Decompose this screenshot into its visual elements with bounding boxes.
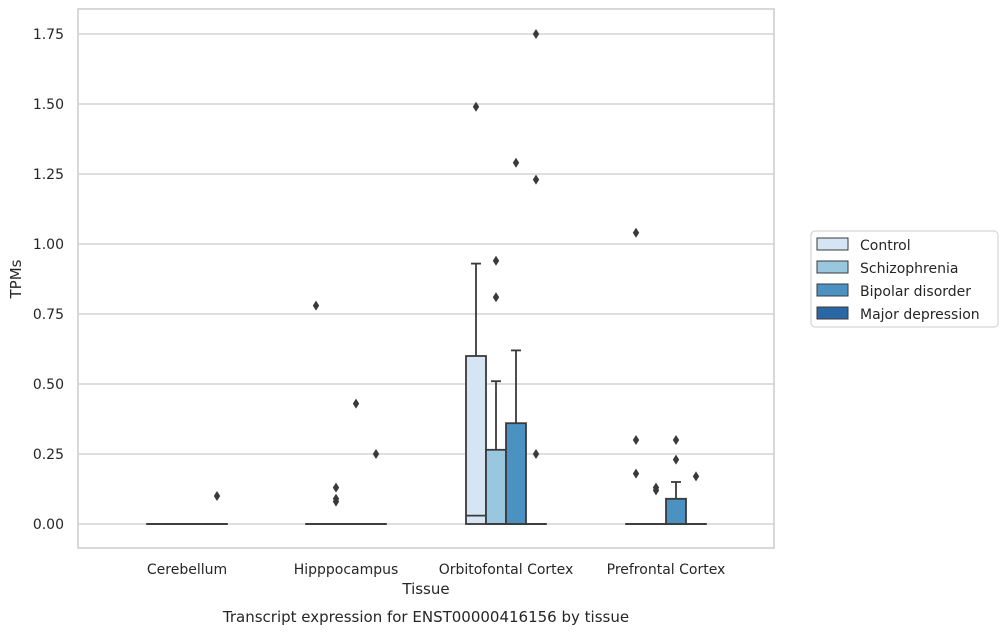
x-axis-label: Tissue (401, 580, 449, 598)
outlier-point (532, 174, 540, 185)
x-axis-ticks: Cerebellum Hipppocampus Orbitofontal Corte… (147, 562, 725, 578)
outlier-point (652, 485, 660, 496)
legend-label: Control (860, 238, 911, 254)
plot-frame (77, 8, 775, 549)
outlier-point (672, 435, 680, 445)
legend-label: Schizophrenia (860, 261, 958, 277)
y-tick-label: 1.25 (33, 167, 64, 183)
box (465, 355, 487, 525)
legend-swatch (816, 237, 849, 251)
x-tick-label: Cerebellum (147, 562, 227, 578)
outlier-point (632, 468, 640, 479)
legend-swatch (816, 283, 849, 297)
gridlines (78, 33, 774, 525)
box (665, 497, 687, 525)
outlier-point (532, 29, 540, 39)
y-tick-label: 1.75 (33, 27, 64, 43)
legend-swatch (816, 306, 849, 320)
outlier-point (213, 491, 221, 501)
outlier-point (532, 449, 540, 459)
legend-label: Major depression (860, 307, 980, 323)
outlier-point (472, 101, 480, 112)
legend-swatch (816, 260, 849, 274)
legend-label: Bipolar disorder (860, 284, 971, 300)
x-tick-label: Orbitofontal Cortex (439, 562, 574, 578)
plot-background (78, 9, 774, 548)
outlier-point (692, 471, 700, 482)
y-axis-label: TPMs (7, 259, 25, 299)
outlier-point (492, 255, 500, 266)
x-tick-label: Hipppocampus (294, 562, 399, 578)
y-tick-label: 1.50 (33, 97, 64, 113)
outlier-point (332, 482, 340, 493)
box-group (146, 29, 707, 525)
y-tick-label: 0.50 (33, 377, 64, 393)
outlier-point (372, 449, 380, 459)
x-tick-label: Prefrontal Cortex (607, 562, 726, 578)
outlier-point (312, 300, 320, 311)
y-tick-label: 0.75 (33, 307, 64, 323)
legend: Control Schizophrenia Bipolar disorder Majo… (810, 230, 999, 328)
box (485, 448, 507, 525)
outlier-point (512, 157, 520, 168)
legend-frame (810, 230, 999, 328)
outlier-point (352, 398, 360, 409)
y-axis-ticks: 0.00 0.25 0.50 0.75 1.00 1.25 1.50 1.75 (33, 27, 64, 533)
y-tick-label: 0.00 (33, 517, 64, 533)
y-tick-label: 0.25 (33, 447, 64, 463)
chart-caption: Transcript expression for ENST0000041615… (222, 608, 629, 626)
outlier-point (332, 496, 340, 507)
y-tick-label: 1.00 (33, 237, 64, 253)
outlier-point (492, 292, 500, 303)
outlier-point (672, 454, 680, 465)
outlier-point (632, 227, 640, 238)
outlier-point (632, 435, 640, 445)
box (505, 422, 527, 525)
